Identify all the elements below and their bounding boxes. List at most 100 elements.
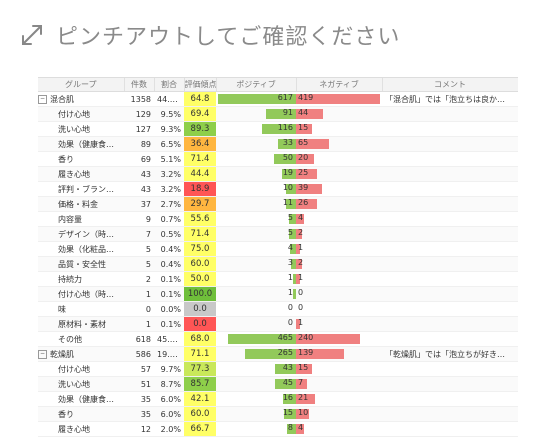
table-row[interactable]: 原材料・素材 1 0.1% 0.0 0 1	[38, 316, 518, 332]
table-row[interactable]: 品質・安全性 5 0.4% 60.0 3 2	[38, 256, 518, 272]
ratio-cell: 8.7%	[154, 376, 184, 392]
positive-value: 1	[287, 288, 293, 297]
table-body: − 混合肌 1358 44.7% 64.8 617 419 「混合肌」では「泡立ちは良か… 付け…	[38, 91, 518, 437]
data-grid[interactable]: グループ 件数 割合 評価傾点 ポジティブ ネガティブ コメント − 混合肌 135…	[38, 77, 518, 448]
negative-cell: 26	[296, 196, 382, 212]
positive-cell: 3	[216, 256, 296, 272]
count-cell: 43	[124, 181, 154, 197]
ratio-cell: 0.1%	[154, 271, 184, 287]
table-row[interactable]: 持続力 2 0.1% 50.0 1 1	[38, 271, 518, 287]
positive-bar	[275, 379, 296, 389]
negative-value: 0	[298, 303, 304, 312]
count-cell: 37	[124, 196, 154, 212]
positive-value: 265	[277, 348, 293, 357]
negative-bar	[296, 349, 344, 359]
col-header-score[interactable]: 評価傾点	[184, 78, 217, 92]
collapse-toggle-icon[interactable]: −	[38, 94, 47, 104]
comment-cell: 「乾燥肌」では「泡立ちが好き…	[382, 346, 518, 362]
score-cell: 60.0	[184, 256, 216, 272]
col-header-ratio[interactable]: 割合	[154, 78, 185, 92]
negative-bar	[296, 244, 300, 254]
comment-cell	[382, 121, 518, 137]
negative-cell: 39	[296, 181, 382, 197]
comment-cell	[382, 106, 518, 122]
group-cell: デザイン（時計…	[38, 226, 124, 242]
table-row[interactable]: 洗い心地 51 8.7% 85.7 45 7	[38, 376, 518, 392]
negative-bar	[296, 154, 314, 164]
table-row[interactable]: 効果（健康食品… 89 6.5% 36.4 33 65	[38, 136, 518, 152]
positive-value: 11	[282, 198, 293, 207]
table-row[interactable]: デザイン（時計… 7 0.5% 71.4 5 2	[38, 226, 518, 242]
comment-cell	[382, 316, 518, 332]
group-label: 付け心地	[58, 364, 90, 374]
positive-cell: 10	[216, 181, 296, 197]
positive-value: 33	[282, 138, 293, 147]
group-cell: − 混合肌	[38, 91, 124, 107]
score-cell: 77.3	[184, 361, 216, 377]
positive-value: 0	[287, 318, 293, 327]
header-row: グループ 件数 割合 評価傾点 ポジティブ ネガティブ コメント	[38, 78, 518, 92]
positive-bar	[274, 154, 296, 164]
group-label: 効果（化粧品・…	[58, 244, 122, 254]
table-row[interactable]: 付け心地 57 9.7% 77.3 43 15	[38, 361, 518, 377]
ratio-cell: 19.3%	[154, 346, 184, 362]
negative-cell: 0	[296, 286, 382, 302]
table-row[interactable]: 洗い心地 127 9.3% 89.3 116 15	[38, 121, 518, 137]
group-cell: 履き心地	[38, 166, 124, 182]
score-cell: 71.4	[184, 151, 216, 167]
comment-cell	[382, 286, 518, 302]
collapse-toggle-icon[interactable]: −	[38, 349, 47, 359]
score-cell: 71.1	[184, 346, 216, 362]
negative-cell: 20	[296, 151, 382, 167]
table-row[interactable]: 味 0 0.0% 0.0 0 0	[38, 301, 518, 317]
negative-bar	[296, 139, 329, 149]
count-cell: 57	[124, 361, 154, 377]
negative-value: 26	[298, 198, 309, 207]
col-header-count[interactable]: 件数	[124, 78, 155, 92]
col-header-group[interactable]: グループ	[38, 78, 125, 92]
positive-bar	[286, 184, 296, 194]
table-row[interactable]: その他 618 45.5% 68.0 465 240	[38, 331, 518, 347]
table-row[interactable]: 効果（健康食品… 35 6.0% 42.1 16 21	[38, 391, 518, 407]
group-label: 付け心地（時計…	[58, 289, 122, 299]
group-cell: 付け心地	[38, 361, 124, 377]
col-header-positive[interactable]: ポジティブ	[216, 78, 297, 92]
negative-bar	[296, 109, 323, 119]
table-row[interactable]: 履き心地 43 3.2% 44.4 19 25	[38, 166, 518, 182]
positive-bar	[289, 229, 296, 239]
table-row[interactable]: 履き心地 12 2.0% 66.7 8 4	[38, 421, 518, 437]
group-cell: 香り	[38, 406, 124, 422]
table-row[interactable]: 付け心地 129 9.5% 69.4 91 44	[38, 106, 518, 122]
negative-bar	[296, 199, 317, 209]
table-row[interactable]: 香り 35 6.0% 60.0 15 10	[38, 406, 518, 422]
negative-value: 7	[298, 378, 304, 387]
table-row[interactable]: 付け心地（時計… 1 0.1% 100.0 1 0	[38, 286, 518, 302]
ratio-cell: 5.1%	[154, 151, 184, 167]
table-row[interactable]: − 乾燥肌 586 19.3% 71.1 265 139 「乾燥肌」では「泡立ちが好き…	[38, 346, 518, 362]
group-label: 評判・ブランド…	[58, 184, 122, 194]
group-cell: 洗い心地	[38, 376, 124, 392]
score-cell: 68.0	[184, 331, 216, 347]
table-row[interactable]: 香り 69 5.1% 71.4 50 20	[38, 151, 518, 167]
count-cell: 5	[124, 256, 154, 272]
table-row[interactable]: 価格・料金 37 2.7% 29.7 11 26	[38, 196, 518, 212]
table-row[interactable]: 内容量 9 0.7% 55.6 5 4	[38, 211, 518, 227]
negative-value: 1	[298, 318, 304, 327]
negative-value: 15	[298, 363, 309, 372]
negative-value: 25	[298, 168, 309, 177]
table-row[interactable]: 評判・ブランド… 43 3.2% 18.9 10 39	[38, 181, 518, 197]
negative-value: 20	[298, 153, 309, 162]
negative-bar	[296, 379, 307, 389]
ratio-cell: 0.1%	[154, 286, 184, 302]
count-cell: 5	[124, 241, 154, 257]
col-header-comment[interactable]: コメント	[382, 78, 518, 92]
negative-bar	[296, 169, 317, 179]
table-row[interactable]: 効果（化粧品・… 5 0.4% 75.0 4 1	[38, 241, 518, 257]
group-cell: 持続力	[38, 271, 124, 287]
table-row[interactable]: − 混合肌 1358 44.7% 64.8 617 419 「混合肌」では「泡立ちは良か…	[38, 91, 518, 107]
ratio-cell: 44.7%	[154, 91, 184, 107]
col-header-negative[interactable]: ネガティブ	[296, 78, 383, 92]
group-label: 洗い心地	[58, 124, 90, 134]
positive-cell: 8	[216, 421, 296, 437]
comment-cell	[382, 136, 518, 152]
